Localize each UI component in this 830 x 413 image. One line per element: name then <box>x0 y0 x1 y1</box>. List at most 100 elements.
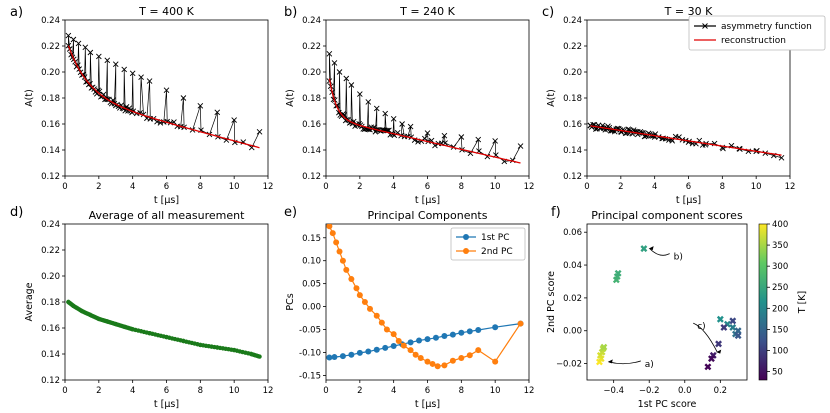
series-point <box>348 276 355 283</box>
panel-label: e) <box>284 205 297 220</box>
series-point <box>390 331 397 338</box>
series-point <box>382 344 389 351</box>
legend-marker <box>702 23 708 29</box>
x-tick-label: 8 <box>198 386 203 396</box>
asymmetry-point <box>121 66 128 73</box>
series-point <box>366 305 373 312</box>
x-tick-label: 6 <box>164 386 169 396</box>
asymmetry-point <box>655 134 662 140</box>
y-tick-label: -0.10 <box>299 348 321 358</box>
asymmetry-point <box>399 121 405 127</box>
score-point <box>729 324 737 331</box>
plot-area <box>595 245 742 371</box>
y-tick-label: 0.05 <box>302 280 321 290</box>
x-tick-label: −0.2 <box>639 386 660 396</box>
colorbar-label: T [K] <box>797 291 808 314</box>
y-tick-label: 0.14 <box>41 350 60 360</box>
asymmetry-point <box>754 147 760 154</box>
series-point <box>348 351 355 358</box>
asymmetry-point <box>163 87 170 94</box>
series-point <box>492 324 499 331</box>
series-point <box>458 354 465 361</box>
plot-area <box>66 299 262 359</box>
series-point <box>331 354 338 361</box>
series-point <box>181 338 186 344</box>
x-tick-label: 10 <box>490 182 501 192</box>
colorbar-tick-label: 250 <box>772 283 788 293</box>
y-axis-label: Average <box>24 282 35 321</box>
asymmetry-point <box>382 110 389 117</box>
series-point <box>373 346 380 353</box>
asymmetry-point <box>129 70 136 77</box>
plot-frame <box>325 19 530 177</box>
colorbar <box>758 223 768 381</box>
series-point <box>105 319 110 324</box>
panel-label: c) <box>542 5 554 20</box>
asymmetry-point <box>373 105 380 112</box>
x-tick-label: 4 <box>391 182 396 192</box>
x-tick-label: 0 <box>62 182 67 192</box>
series-point <box>492 358 499 365</box>
asymmetry-point <box>82 44 89 51</box>
y-tick-label: 0.15 <box>302 234 321 244</box>
x-tick-label: 12 <box>785 182 796 192</box>
x-axis-label: t [μs] <box>415 195 440 206</box>
plot-area <box>65 32 263 151</box>
annotation-arrowhead <box>648 246 654 251</box>
asymmetry-point <box>65 32 72 39</box>
panel-d: d) Average of all measurement 0 2 4 6 8 10 12 0.1… <box>10 205 273 410</box>
series-point <box>432 334 439 341</box>
asymmetry-point <box>390 115 397 122</box>
series-point <box>248 351 254 357</box>
y-tick-label: 0.18 <box>41 94 60 104</box>
y-tick-label: 0.00 <box>302 303 321 313</box>
x-tick-label: 0 <box>323 182 328 192</box>
panel-a: a) T = 400 K 0 2 4 6 8 10 12 0.12 0.14 0.16 0.18 0.20… <box>10 5 273 206</box>
series-point <box>449 357 456 364</box>
chart-title: T = 240 K <box>399 5 455 18</box>
score-point <box>704 363 712 371</box>
x-tick-label: 0 <box>62 386 67 396</box>
colorbar-tick-label: 350 <box>772 241 788 251</box>
x-tick-label: 10 <box>751 182 762 192</box>
panel-label: a) <box>10 5 23 20</box>
y-tick-label: 0.22 <box>41 246 60 256</box>
y-tick-label: 0.24 <box>41 220 60 230</box>
legend-label: asymmetry function <box>721 22 812 32</box>
score-point <box>716 315 724 323</box>
x-tick-label: 8 <box>459 182 464 192</box>
x-tick-label: 0 <box>323 386 328 396</box>
reconstruction-line <box>67 45 260 149</box>
series-point <box>71 303 76 309</box>
asymmetry-point <box>365 99 372 105</box>
y-tick-label: 0.00 <box>563 327 582 337</box>
series-point <box>424 336 431 343</box>
annotation-arrowhead <box>607 359 613 364</box>
y-tick-label: 0.12 <box>302 172 321 182</box>
x-tick-label: 6 <box>425 182 430 192</box>
x-tick-label: −0.4 <box>603 386 624 396</box>
y-tick-label: 0.16 <box>41 120 60 130</box>
series-point <box>441 332 448 339</box>
colorbar-tick-label: 300 <box>772 262 788 272</box>
series-point <box>416 337 423 344</box>
asymmetry-point <box>104 57 111 64</box>
score-point <box>720 324 728 331</box>
asymmetry-point <box>70 36 77 43</box>
annotation-label: c) <box>697 322 705 332</box>
x-tick-label: 12 <box>524 182 535 192</box>
y-tick-label: 0.22 <box>563 42 582 52</box>
series-point <box>390 343 397 350</box>
y-tick-label: 0.14 <box>302 146 321 156</box>
series-point <box>343 266 350 273</box>
series-point <box>356 349 363 356</box>
score-point <box>734 332 742 340</box>
series-point <box>400 342 407 349</box>
y-tick-label: 0.18 <box>41 298 60 308</box>
x-tick-label: 4 <box>652 182 657 192</box>
series-point <box>466 352 473 359</box>
colorbar-tick-label: 50 <box>772 368 783 378</box>
series-point <box>257 354 262 359</box>
asymmetry-point <box>424 130 431 136</box>
chart-title: Principal component scores <box>591 209 743 222</box>
